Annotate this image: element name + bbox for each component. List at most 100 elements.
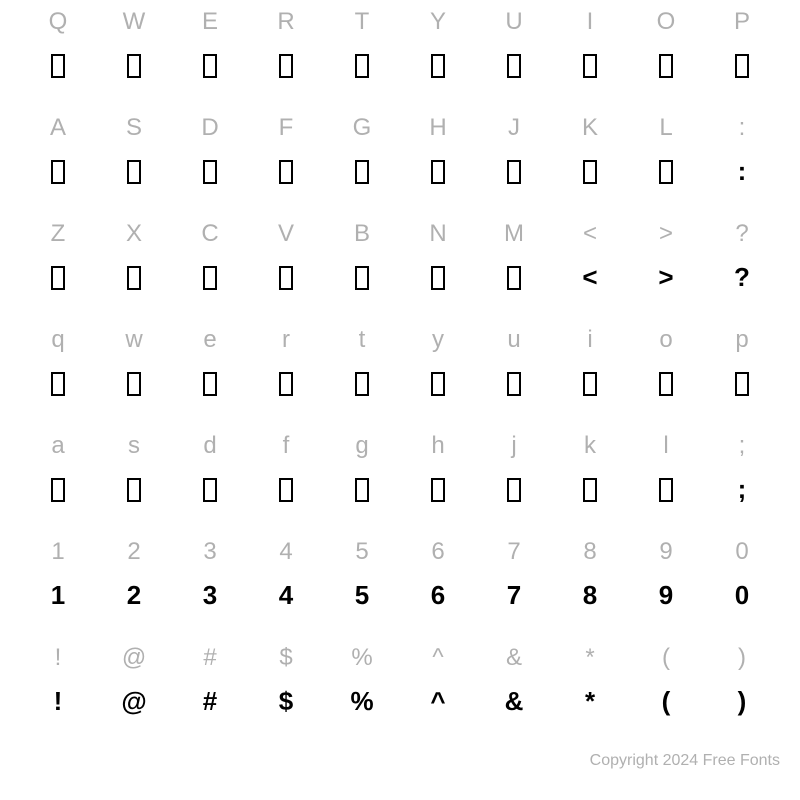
missing-glyph-box [51, 266, 65, 290]
char-label: H [400, 114, 476, 148]
missing-glyph-box [583, 478, 597, 502]
missing-glyph-box [355, 160, 369, 184]
missing-glyph-box [507, 54, 521, 78]
char-label: Y [400, 8, 476, 42]
char-label: < [552, 220, 628, 254]
char-glyph: ^ [400, 682, 476, 722]
char-glyph [476, 470, 552, 510]
char-glyph [96, 470, 172, 510]
missing-glyph-box [355, 54, 369, 78]
label-row: 1234567890 [20, 538, 780, 572]
char-label: s [96, 432, 172, 466]
char-label: y [400, 326, 476, 360]
char-glyph [248, 152, 324, 192]
char-glyph [172, 470, 248, 510]
char-label: Q [20, 8, 96, 42]
char-glyph: ) [704, 682, 780, 722]
char-label: E [172, 8, 248, 42]
char-label: * [552, 644, 628, 678]
glyph-row: <>? [20, 258, 780, 298]
char-glyph [172, 46, 248, 86]
char-label: O [628, 8, 704, 42]
missing-glyph-box [279, 54, 293, 78]
char-glyph [20, 152, 96, 192]
char-label: 4 [248, 538, 324, 572]
char-label: % [324, 644, 400, 678]
char-glyph [324, 364, 400, 404]
char-label: K [552, 114, 628, 148]
char-label: o [628, 326, 704, 360]
char-glyph [552, 364, 628, 404]
char-glyph [96, 364, 172, 404]
char-label: V [248, 220, 324, 254]
missing-glyph-box [127, 266, 141, 290]
char-glyph: ( [628, 682, 704, 722]
char-glyph: > [628, 258, 704, 298]
missing-glyph-box [279, 478, 293, 502]
char-glyph [552, 46, 628, 86]
char-label: j [476, 432, 552, 466]
label-row: ZXCVBNM<>? [20, 220, 780, 254]
char-label: $ [248, 644, 324, 678]
missing-glyph-box [735, 372, 749, 396]
char-label: g [324, 432, 400, 466]
missing-glyph-box [431, 266, 445, 290]
char-label: t [324, 326, 400, 360]
char-label: 6 [400, 538, 476, 572]
char-glyph [400, 258, 476, 298]
char-label: M [476, 220, 552, 254]
char-glyph [324, 46, 400, 86]
char-glyph [324, 152, 400, 192]
char-glyph [248, 364, 324, 404]
label-row: !@#$%^&*() [20, 644, 780, 678]
char-glyph [552, 470, 628, 510]
char-label: F [248, 114, 324, 148]
char-label: ( [628, 644, 704, 678]
char-label: # [172, 644, 248, 678]
char-label: u [476, 326, 552, 360]
copyright-footer: Copyright 2024 Free Fonts [590, 752, 780, 770]
char-label: ! [20, 644, 96, 678]
char-label: ) [704, 644, 780, 678]
char-label: 5 [324, 538, 400, 572]
char-label: P [704, 8, 780, 42]
glyph-row [20, 364, 780, 404]
label-row: asdfghjkl; [20, 432, 780, 466]
label-row: QWERTYUIOP [20, 8, 780, 42]
char-glyph [476, 46, 552, 86]
char-glyph [400, 470, 476, 510]
char-glyph [324, 258, 400, 298]
missing-glyph-box [203, 54, 217, 78]
missing-glyph-box [431, 372, 445, 396]
char-label: p [704, 326, 780, 360]
missing-glyph-box [51, 372, 65, 396]
missing-glyph-box [127, 372, 141, 396]
char-glyph: # [172, 682, 248, 722]
char-glyph: ; [704, 470, 780, 510]
missing-glyph-box [355, 478, 369, 502]
char-label: T [324, 8, 400, 42]
char-glyph [476, 258, 552, 298]
char-glyph [248, 470, 324, 510]
char-glyph: 6 [400, 576, 476, 616]
char-glyph [628, 364, 704, 404]
char-glyph: < [552, 258, 628, 298]
char-glyph [20, 258, 96, 298]
char-label: A [20, 114, 96, 148]
char-glyph: ? [704, 258, 780, 298]
char-glyph [96, 46, 172, 86]
char-label: R [248, 8, 324, 42]
char-glyph [20, 470, 96, 510]
char-label: > [628, 220, 704, 254]
missing-glyph-box [507, 372, 521, 396]
char-glyph: 0 [704, 576, 780, 616]
char-label: 0 [704, 538, 780, 572]
char-glyph [20, 364, 96, 404]
char-label: i [552, 326, 628, 360]
missing-glyph-box [51, 478, 65, 502]
missing-glyph-box [355, 372, 369, 396]
char-glyph: @ [96, 682, 172, 722]
char-glyph [704, 46, 780, 86]
char-label: B [324, 220, 400, 254]
char-glyph [248, 46, 324, 86]
